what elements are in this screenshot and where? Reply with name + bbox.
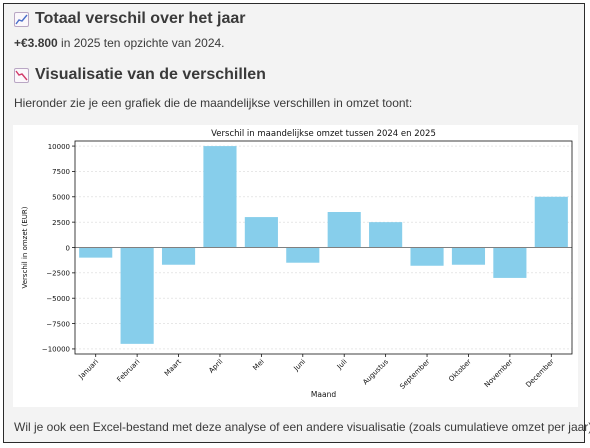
y-axis-label: Verschil in omzet (EUR) [21, 206, 29, 288]
section-heading-total: Totaal verschil over het jaar [14, 10, 245, 28]
chart-decreasing-icon [14, 67, 29, 83]
y-tick-label: −2500 [46, 270, 70, 278]
x-tick-label: Augustus [361, 358, 390, 387]
bar-juli [327, 212, 361, 248]
section-title: Totaal verschil over het jaar [35, 10, 246, 27]
bar-chart: Verschil in maandelijkse omzet tussen 20… [21, 129, 573, 399]
plot-frame [74, 140, 573, 355]
bar-december [534, 196, 568, 248]
bar-oktober [451, 247, 486, 265]
x-tick-label: Maart [163, 358, 183, 378]
chart-intro-text: Hieronder zie je een grafiek die de maan… [14, 96, 413, 110]
x-axis-label: Maand [311, 390, 336, 399]
chart-title: Verschil in maandelijkse omzet tussen 20… [211, 129, 436, 139]
bar-juni [286, 247, 320, 263]
x-tick-label: Mei [251, 358, 265, 372]
total-amount: +€3.800 [14, 36, 58, 50]
x-tick-label: November [483, 358, 514, 389]
x-tick-label: Januari [77, 358, 101, 382]
x-tick-label: April [207, 358, 224, 375]
y-tick-label: 7500 [52, 168, 70, 176]
x-tick-label: Februari [115, 358, 141, 384]
y-tick-label: −7500 [46, 320, 70, 328]
bar-augustus [369, 222, 403, 248]
bar-april [203, 146, 237, 248]
chart-increasing-icon [14, 11, 29, 27]
x-tick-label: Juli [335, 358, 349, 372]
y-tick-label: −10000 [42, 346, 70, 354]
bar-februari [120, 247, 154, 344]
x-tick-label: September [398, 358, 431, 391]
bar-maart [161, 247, 196, 265]
closing-question: Wil je ook een Excel-bestand met deze an… [14, 420, 590, 434]
bar-chart-image: Verschil in maandelijkse omzet tussen 20… [13, 125, 578, 407]
section-heading-visualisation: Visualisatie van de verschillen [14, 66, 266, 84]
x-tick-label: Juni [292, 358, 308, 374]
total-difference-text: +€3.800 in 2025 ten opzichte van 2024. [14, 36, 225, 50]
y-tick-label: −5000 [46, 295, 70, 303]
bar-januari [79, 247, 113, 258]
x-tick-label: Oktober [447, 358, 473, 384]
bar-mei [244, 217, 278, 248]
y-tick-label: 2500 [52, 219, 70, 227]
total-description: in 2025 ten opzichte van 2024. [57, 36, 225, 50]
section-title: Visualisatie van de verschillen [35, 66, 266, 83]
bar-november [493, 247, 527, 278]
chat-message: Totaal verschil over het jaar +€3.800 in… [3, 3, 590, 443]
y-tick-label: 10000 [48, 143, 70, 151]
y-tick-label: 5000 [52, 194, 70, 202]
y-tick-label: 0 [66, 244, 70, 252]
x-tick-label: December [524, 358, 555, 389]
bar-september [410, 247, 444, 266]
